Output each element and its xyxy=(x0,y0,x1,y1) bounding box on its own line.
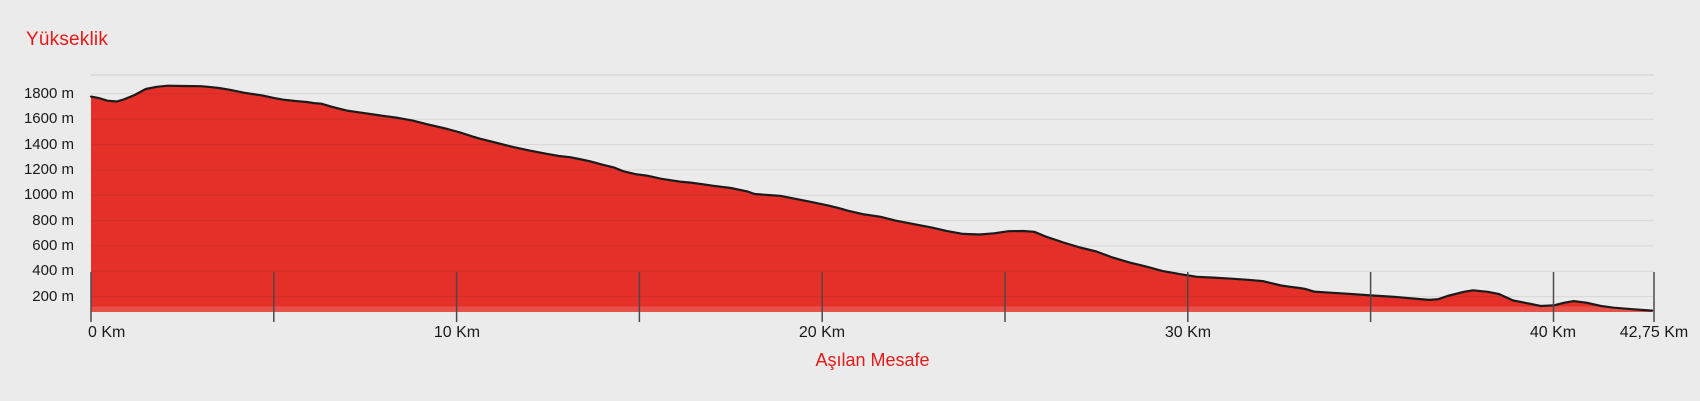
x-tick-label: 30 Km xyxy=(1164,324,1212,341)
area-bottom-strip xyxy=(91,306,1653,312)
elevation-curve-line xyxy=(89,84,1654,312)
y-tick-label: 200 m xyxy=(32,288,74,305)
y-tick-label: 1800 m xyxy=(23,85,74,102)
y-tick-label: 1600 m xyxy=(23,110,74,127)
x-tick-label: 10 Km xyxy=(433,324,481,341)
y-tick-label: 600 m xyxy=(32,237,74,254)
y-axis-title: Yükseklik xyxy=(26,29,109,50)
y-tick-label: 1000 m xyxy=(23,186,74,203)
x-axis-title: Aşılan Mesafe xyxy=(815,350,930,370)
y-tick-label: 1400 m xyxy=(23,136,74,153)
x-tick-label: 40 Km xyxy=(1529,324,1577,341)
x-tick-label: 20 Km xyxy=(798,324,846,341)
elevation-area-fill xyxy=(91,85,1653,312)
y-tick-label: 800 m xyxy=(32,212,74,229)
x-tick-label: 0 Km xyxy=(88,324,126,341)
y-tick-label: 400 m xyxy=(32,262,74,279)
x-tick-label: 42,75 Km xyxy=(1619,324,1689,341)
y-tick-label: 1200 m xyxy=(23,161,74,178)
